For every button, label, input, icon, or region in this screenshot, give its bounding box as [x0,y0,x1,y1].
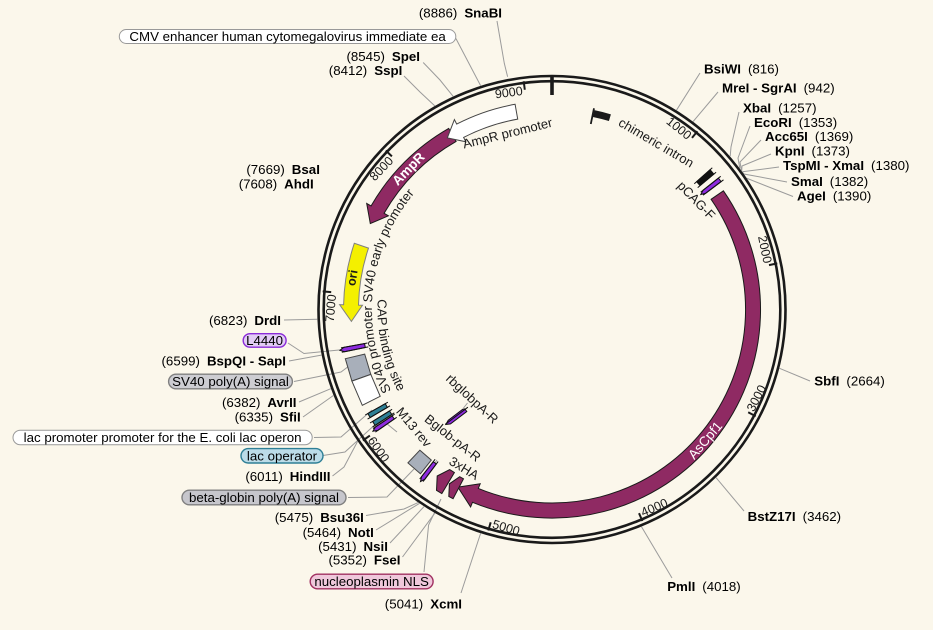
svg-text:beta-globin poly(A) signal: beta-globin poly(A) signal [189,490,339,505]
svg-text:EcoRI(1353): EcoRI (1353) [754,115,837,130]
svg-text:TspMI - XmaI(1380): TspMI - XmaI (1380) [783,158,909,173]
svg-text:(7608)AhdI: (7608) AhdI [239,177,314,192]
svg-text:SmaI(1382): SmaI (1382) [791,174,868,189]
svg-text:(7669)BsaI: (7669) BsaI [246,162,320,177]
svg-text:(8886)SnaBI: (8886) SnaBI [419,6,502,21]
svg-text:KpnI(1373): KpnI (1373) [775,144,850,159]
svg-text:MreI - SgrAI(942): MreI - SgrAI (942) [722,81,835,96]
svg-text:BstZ17I(3462): BstZ17I (3462) [748,509,841,524]
svg-text:(8545)SpeI: (8545) SpeI [346,49,420,64]
svg-text:CMV enhancer human cytomegalov: CMV enhancer human cytomegalovirus immed… [129,29,446,44]
svg-text:nucleoplasmin NLS: nucleoplasmin NLS [314,574,429,589]
svg-text:(6011)HindIII: (6011) HindIII [245,469,330,484]
svg-text:Acc65I(1369): Acc65I (1369) [765,129,853,144]
svg-text:(5464)NotI: (5464) NotI [303,525,374,540]
svg-text:AgeI(1390): AgeI (1390) [797,189,871,204]
svg-text:(6599)BspQI - SapI: (6599) BspQI - SapI [162,354,287,369]
svg-text:(5475)Bsu36I: (5475) Bsu36I [275,510,364,525]
svg-text:(6335)SfiI: (6335) SfiI [235,410,301,425]
svg-text:L4440: L4440 [246,333,283,348]
svg-text:lac promoter promoter for the: lac promoter promoter for the E. coli la… [24,430,302,445]
svg-text:PmlI(4018): PmlI (4018) [667,579,741,594]
svg-text:XbaI(1257): XbaI (1257) [743,101,817,116]
svg-text:(8412)SspI: (8412) SspI [329,63,403,78]
svg-text:BsiWI(816): BsiWI (816) [704,62,779,77]
svg-text:(5352)FseI: (5352) FseI [328,553,400,568]
svg-text:lac operator: lac operator [247,448,318,463]
svg-text:(6823)DrdI: (6823) DrdI [209,313,281,328]
svg-text:ori: ori [344,269,360,287]
svg-text:(5041)XcmI: (5041) XcmI [385,597,462,612]
svg-text:7000: 7000 [323,294,339,323]
svg-text:2000: 2000 [755,234,774,264]
svg-text:(6382)AvrII: (6382) AvrII [222,395,297,410]
svg-text:SV40 poly(A) signal: SV40 poly(A) signal [172,374,289,389]
svg-text:SbfI(2664): SbfI (2664) [814,374,885,389]
svg-text:9000: 9000 [494,84,523,101]
svg-text:(5431)NsiI: (5431) NsiI [318,539,388,554]
